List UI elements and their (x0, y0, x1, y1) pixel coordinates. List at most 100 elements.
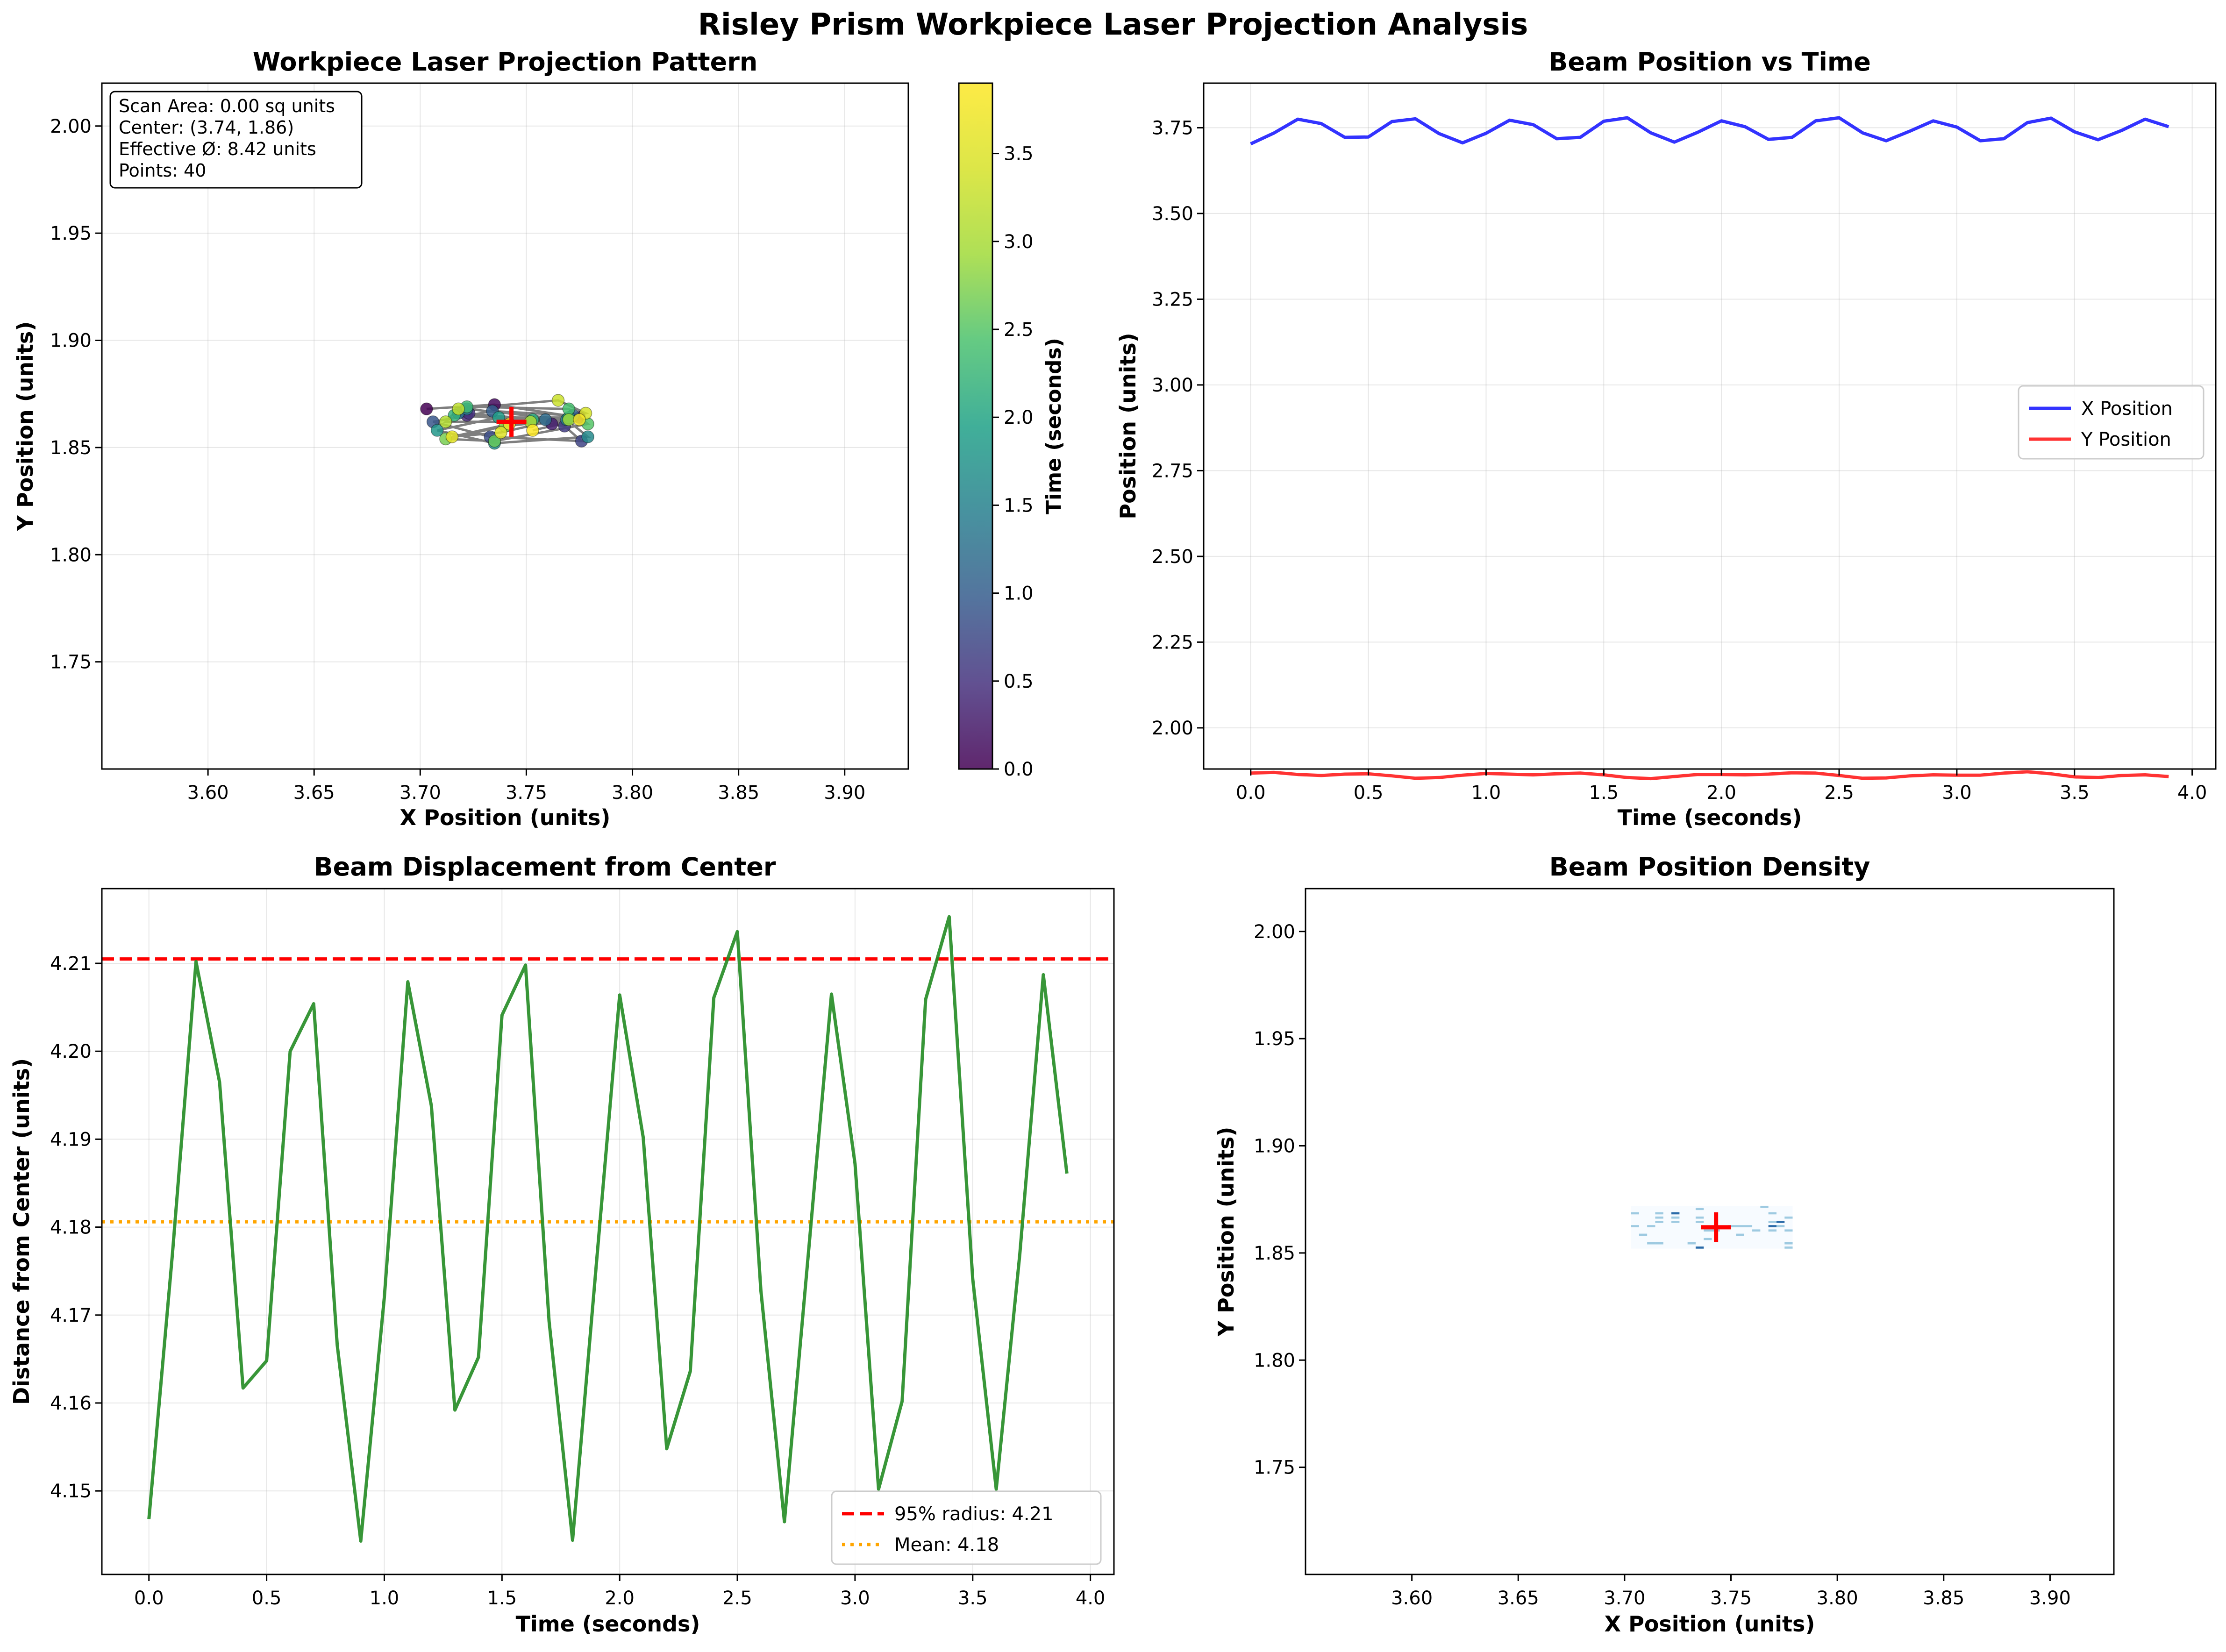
colorbar-tick-label: 2.0 (1004, 407, 1034, 428)
y-tick-label: 3.00 (1152, 375, 1193, 396)
density-cell (1768, 1212, 1777, 1215)
y-tick-label: 1.85 (1254, 1243, 1295, 1264)
density-cell (1704, 1229, 1712, 1232)
density-cell (1768, 1229, 1777, 1232)
scan-point (503, 417, 516, 431)
density-cell (1768, 1225, 1777, 1227)
colorbar-label: Time (seconds) (1042, 338, 1066, 514)
density-x-ticks: 3.60 3.65 3.70 3.75 3.80 3.85 3.90 (1391, 1574, 2071, 1609)
legend-label-radius: 95% radius: 4.21 (894, 1503, 1054, 1525)
density-cell (1687, 1242, 1696, 1245)
y-tick-label: 1.90 (1254, 1136, 1295, 1157)
y-tick-label: 4.15 (50, 1481, 92, 1502)
density-cell (1639, 1233, 1648, 1236)
density-cell (1631, 1225, 1639, 1227)
y-tick-label: 1.95 (50, 223, 92, 244)
timeseries-legend: X Position Y Position (2018, 385, 2205, 460)
density-xlabel: X Position (units) (1605, 1611, 1815, 1637)
density-cell (1784, 1242, 1793, 1245)
x-tick-label: 3.75 (506, 782, 547, 804)
density-center-marker (1701, 1212, 1731, 1242)
figure-title: Risley Prism Workpiece Laser Projection … (698, 7, 1528, 42)
x-tick-label: 3.90 (2029, 1588, 2071, 1609)
x-position-line (1250, 116, 2169, 146)
density-cell (1728, 1225, 1736, 1227)
y-tick-label: 1.75 (50, 652, 92, 673)
density-cell (1655, 1221, 1663, 1223)
pattern-x-ticks: 3.60 3.65 3.70 3.75 3.80 3.85 3.90 (187, 769, 865, 804)
y-tick-label: 2.00 (1152, 718, 1193, 739)
y-tick-label: 3.50 (1152, 203, 1193, 225)
x-tick-label: 3.70 (400, 782, 441, 804)
y-tick-label: 3.75 (1152, 117, 1193, 139)
colorbar-tick-label: 1.0 (1004, 583, 1034, 605)
y-tick-label: 1.95 (1254, 1028, 1295, 1050)
displacement-ylabel: Distance from Center (units) (9, 1058, 34, 1405)
scan-point (420, 402, 433, 416)
x-tick-label: 3.90 (824, 782, 865, 804)
displacement-reference-lines (102, 957, 1114, 1224)
density-cell (1671, 1221, 1680, 1223)
density-cell (1736, 1233, 1744, 1236)
x-tick-label: 3.80 (1817, 1588, 1858, 1609)
displacement-line (147, 915, 1069, 1543)
density-cell (1776, 1225, 1785, 1227)
timeseries-title: Beam Position vs Time (1548, 47, 1871, 77)
y-tick-label: 4.21 (50, 953, 92, 975)
timeseries-lines (1250, 116, 2169, 781)
scan-point (452, 402, 465, 416)
pattern-title: Workpiece Laser Projection Pattern (253, 47, 758, 77)
colorbar-tick-label: 3.5 (1004, 143, 1034, 165)
density-cell (1704, 1238, 1712, 1240)
scan-point (581, 430, 594, 443)
x-tick-label: 4.0 (2177, 782, 2207, 804)
pattern-frame (101, 82, 909, 770)
pattern-ylabel: Y Position (units) (13, 321, 38, 532)
scan-point (445, 430, 459, 443)
colorbar-ticks: 0.0 0.5 1.0 1.5 2.0 2.5 3.0 3.5 (992, 143, 1034, 780)
density-title: Beam Position Density (1549, 852, 1870, 882)
density-cell (1784, 1246, 1793, 1249)
displacement-panel: Beam Displacement from Center 0.0 0.5 1.0 1… (9, 852, 1115, 1637)
timeseries-ylabel: Position (units) (1115, 333, 1141, 519)
x-tick-label: 2.5 (722, 1588, 752, 1609)
displacement-frame (101, 888, 1115, 1575)
scan-point (494, 426, 507, 439)
x-tick-label: 0.5 (1354, 782, 1384, 804)
density-panel: Beam Position Density 3.60 3.65 3.70 3.75 3.… (1213, 852, 2115, 1637)
pattern-info-box: Scan Area: 0.00 sq units Center: (3.74, … (109, 91, 363, 189)
colorbar-gradient (958, 82, 993, 770)
y-tick-label: 4.19 (50, 1129, 92, 1150)
x-tick-label: 3.75 (1710, 1588, 1752, 1609)
scan-point (562, 402, 576, 416)
density-cell (1695, 1208, 1704, 1211)
displacement-title: Beam Displacement from Center (314, 852, 776, 882)
x-tick-label: 2.5 (1824, 782, 1854, 804)
density-cell (1752, 1229, 1761, 1232)
y-tick-label: 1.90 (50, 330, 92, 352)
y-tick-label: 4.18 (50, 1217, 92, 1239)
scan-point (430, 424, 444, 437)
density-cell (1647, 1242, 1655, 1245)
x-tick-label: 4.0 (1076, 1588, 1106, 1609)
density-cell (1631, 1212, 1639, 1215)
y-position-line (1250, 770, 2169, 781)
density-cell (1776, 1221, 1785, 1223)
x-tick-label: 0.5 (252, 1588, 282, 1609)
y-tick-label: 3.25 (1152, 289, 1193, 310)
density-y-ticks: 1.75 1.80 1.85 1.90 1.95 2.00 (1254, 921, 1306, 1479)
legend-label-y: Y Position (2081, 429, 2171, 450)
density-cell (1671, 1216, 1680, 1219)
timeseries-y-ticks: 2.00 2.25 2.50 2.75 3.00 3.25 3.50 3.75 (1152, 117, 1204, 739)
density-frame (1305, 888, 2115, 1575)
y-tick-label: 2.25 (1152, 632, 1193, 653)
density-cell (1736, 1225, 1744, 1227)
scan-point (439, 415, 452, 428)
colorbar-tick-label: 0.5 (1004, 671, 1034, 692)
x-tick-label: 1.5 (487, 1588, 517, 1609)
displacement-line-path (147, 915, 1069, 1543)
y-tick-label: 4.16 (50, 1393, 92, 1414)
displacement-x-ticks: 0.0 0.5 1.0 1.5 2.0 2.5 3.0 3.5 4.0 (134, 1574, 1106, 1609)
colorbar-tick-label: 0.0 (1004, 759, 1034, 780)
x-tick-label: 3.0 (1942, 782, 1972, 804)
